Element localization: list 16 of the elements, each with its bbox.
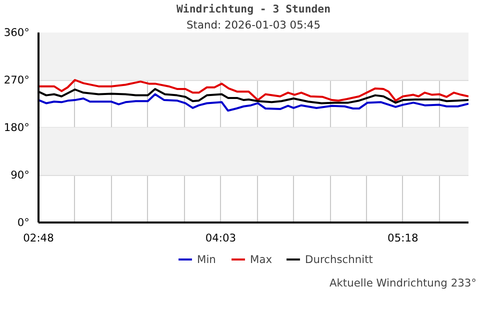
x-tick-label: 05:18 <box>388 232 418 244</box>
legend-label: Min <box>197 252 217 266</box>
legend-label: Durchschnitt <box>305 252 373 266</box>
x-tick-label: 02:48 <box>23 232 54 244</box>
y-tick-label: 0° <box>17 216 30 229</box>
line-series <box>38 79 468 102</box>
y-tick-label: 360° <box>4 26 30 39</box>
y-tick-label: 90° <box>10 168 30 182</box>
x-tick-label: 04:03 <box>205 232 236 244</box>
line-series <box>38 93 468 112</box>
chart-subtitle: Stand: 2026-01-03 05:45 <box>186 18 321 32</box>
legend-label: Max <box>250 252 272 266</box>
text: Aktuelle Windrichtung 233° <box>329 276 477 290</box>
chart-title: Windrichtung - 3 Stunden <box>176 2 330 16</box>
y-tick-label: 180° <box>4 121 30 134</box>
y-tick-label: 270° <box>4 74 30 86</box>
